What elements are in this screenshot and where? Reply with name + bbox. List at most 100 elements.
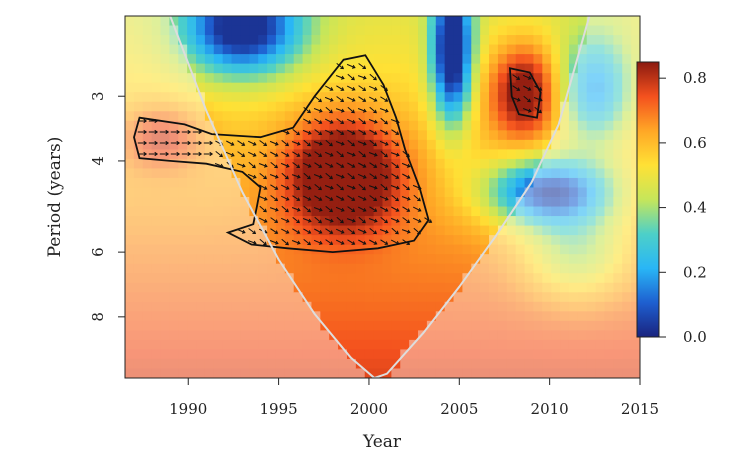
heatmap-cell <box>187 54 197 65</box>
heatmap-cell <box>568 311 579 322</box>
heatmap-cell <box>631 244 640 255</box>
heatmap-cell <box>391 244 401 255</box>
heatmap-cell <box>435 216 446 227</box>
heatmap-cell <box>169 320 179 331</box>
heatmap-cell <box>551 101 561 112</box>
heatmap-cell <box>551 301 561 312</box>
heatmap-cell <box>231 358 242 370</box>
heatmap-cell <box>178 158 188 170</box>
heatmap-cell <box>142 301 153 312</box>
heatmap-cell <box>364 187 375 198</box>
heatmap-cell <box>444 177 455 189</box>
heatmap-cell <box>284 339 295 351</box>
heatmap-cell <box>471 16 481 27</box>
heatmap-cell <box>409 54 419 65</box>
heatmap-cell <box>622 25 632 36</box>
heatmap-cell <box>302 82 313 93</box>
heatmap-cell <box>533 292 543 303</box>
heatmap-cell <box>213 101 224 112</box>
phase-arrow <box>324 218 334 223</box>
heatmap-cell <box>542 73 552 84</box>
heatmap-cell <box>568 139 579 150</box>
colorbar-tick-label: 0.6 <box>683 134 707 152</box>
heatmap-cell <box>551 187 561 198</box>
heatmap-cell <box>187 35 197 46</box>
heatmap-cell <box>533 301 543 312</box>
heatmap-cell <box>373 44 384 55</box>
heatmap-cell <box>418 216 428 227</box>
heatmap-cell <box>311 25 321 36</box>
heatmap-cell <box>453 292 464 303</box>
heatmap-cell <box>568 235 579 246</box>
heatmap-cell <box>275 54 286 65</box>
x-tick-label: 2005 <box>440 400 478 418</box>
heatmap-cell <box>133 92 144 103</box>
heatmap-cell <box>435 292 446 303</box>
heatmap-cell <box>275 139 286 150</box>
heatmap-cell <box>364 158 375 170</box>
phase-arrow <box>314 118 323 124</box>
heatmap-cell <box>275 177 286 189</box>
heatmap-cell <box>293 330 304 341</box>
heatmap-cell <box>346 330 357 341</box>
heatmap-cell <box>267 44 277 55</box>
heatmap-cell <box>426 73 437 84</box>
heatmap-cell <box>160 111 170 122</box>
heatmap-cell <box>444 16 455 27</box>
heatmap-cell <box>204 187 215 198</box>
heatmap-cell <box>391 177 401 189</box>
phase-arrow <box>325 239 334 245</box>
heatmap-cell <box>275 273 286 284</box>
heatmap-cell <box>577 149 588 160</box>
heatmap-cell <box>249 92 259 103</box>
heatmap-cell <box>435 339 446 351</box>
phase-arrow <box>412 206 422 212</box>
heatmap-cell <box>453 120 464 131</box>
heatmap-cell <box>515 25 526 36</box>
heatmap-cell <box>542 254 552 265</box>
heatmap-cell <box>497 349 508 360</box>
heatmap-cell <box>160 349 170 360</box>
heatmap-cell <box>400 63 410 74</box>
heatmap-cell <box>560 235 570 246</box>
heatmap-cell <box>125 139 135 150</box>
heatmap-cell <box>444 320 455 331</box>
heatmap-cell <box>524 197 535 208</box>
phase-arrow <box>368 152 378 157</box>
phase-arrow <box>379 229 389 234</box>
heatmap-cell <box>293 358 304 370</box>
heatmap-cell <box>311 82 321 93</box>
heatmap-cell <box>187 358 197 370</box>
heatmap-cell <box>604 35 614 46</box>
heatmap-cell <box>533 235 543 246</box>
phase-arrow <box>336 63 345 70</box>
heatmap-cell <box>595 235 606 246</box>
heatmap-cell <box>560 349 570 360</box>
heatmap-cell <box>275 339 286 351</box>
heatmap-cell <box>346 197 357 208</box>
heatmap-cell <box>497 73 508 84</box>
heatmap-cell <box>275 216 286 227</box>
heatmap-cell <box>196 330 206 341</box>
heatmap-cell <box>435 244 446 255</box>
heatmap-cell <box>284 35 295 46</box>
heatmap-cell <box>471 263 481 274</box>
heatmap-cell <box>249 273 259 284</box>
heatmap-cell <box>196 206 206 217</box>
heatmap-cell <box>560 139 570 150</box>
heatmap-cell <box>125 101 135 112</box>
heatmap-cell <box>329 282 339 293</box>
heatmap-cell <box>178 273 188 284</box>
phase-arrow <box>170 129 181 135</box>
heatmap-cell <box>275 130 286 141</box>
heatmap-cell <box>329 82 339 93</box>
heatmap-cell <box>497 101 508 112</box>
heatmap-cell <box>409 320 419 331</box>
heatmap-cell <box>622 73 632 84</box>
heatmap-cell <box>462 73 472 84</box>
heatmap-cell <box>577 320 588 331</box>
heatmap-cell <box>302 330 313 341</box>
heatmap-cell <box>329 197 339 208</box>
heatmap-cell <box>409 301 419 312</box>
heatmap-cell <box>133 177 144 189</box>
